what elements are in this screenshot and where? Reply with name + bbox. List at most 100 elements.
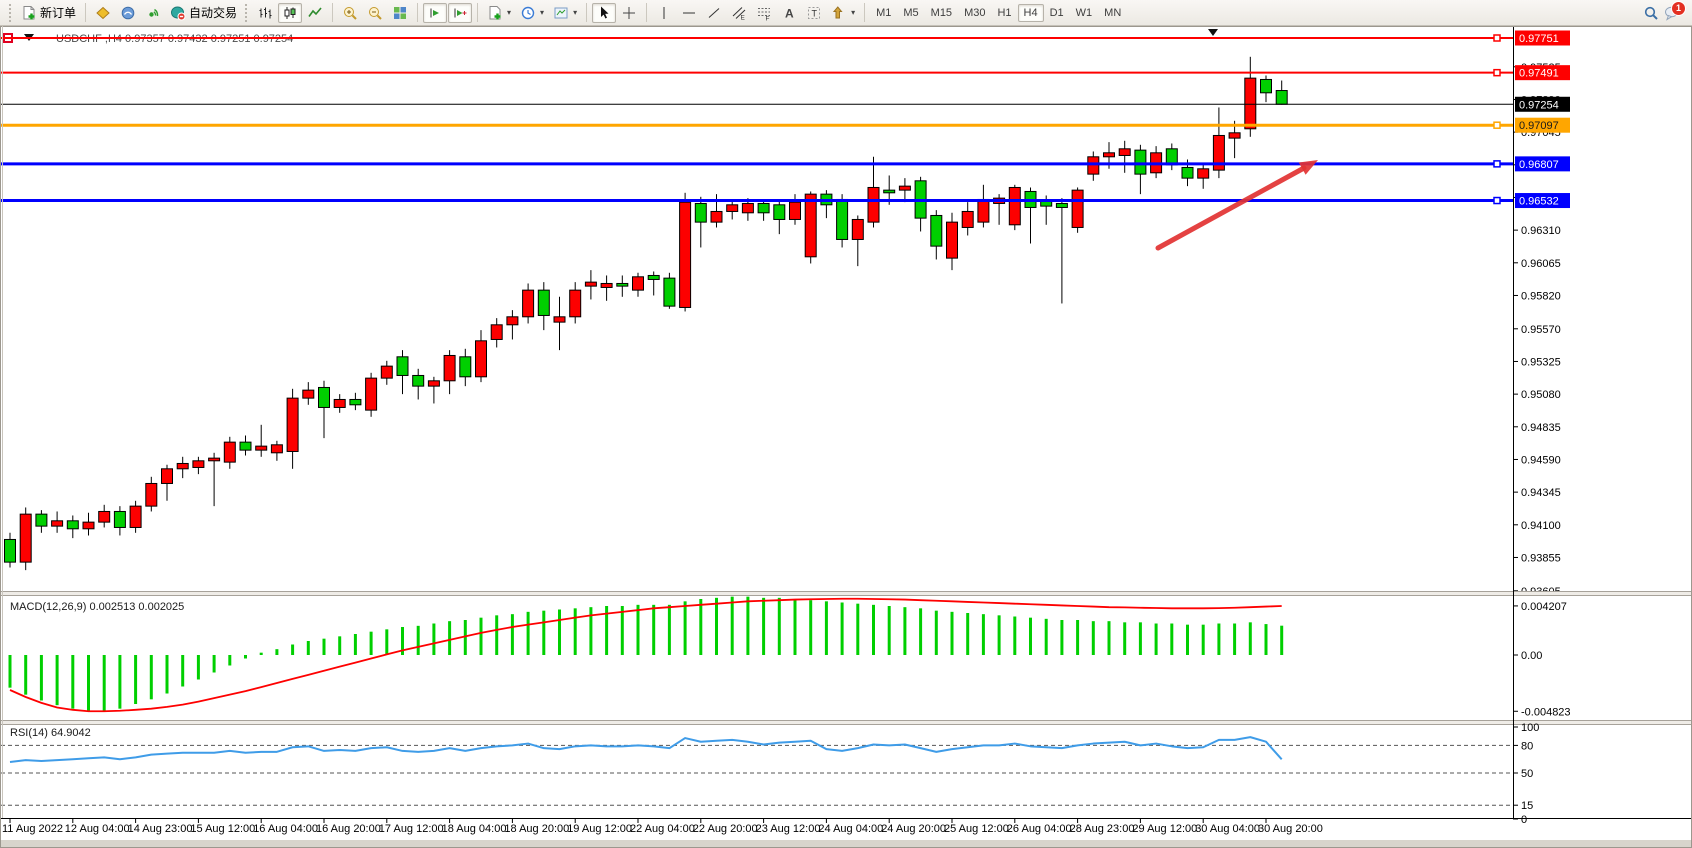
fibonacci-button[interactable]: F	[752, 3, 776, 23]
chart-bars-button[interactable]	[253, 3, 277, 23]
macd-scale-label: 0.004207	[1521, 601, 1567, 613]
channel-button[interactable]: E	[727, 3, 751, 23]
candle-body	[522, 289, 535, 318]
svg-text:E: E	[741, 14, 746, 21]
toolbar-grip[interactable]	[245, 3, 249, 22]
templates-button[interactable]: ▾	[549, 3, 581, 23]
zoom-out-button[interactable]	[363, 3, 387, 23]
new-order-label: 新订单	[40, 6, 77, 20]
text-label-button[interactable]: T	[802, 3, 826, 23]
market-button[interactable]	[116, 3, 140, 23]
candle-body	[726, 204, 739, 212]
candle-body	[302, 389, 315, 399]
price-tick-label: 0.94100	[1521, 520, 1561, 532]
metaquotes-button[interactable]	[91, 3, 115, 23]
separator	[646, 3, 648, 22]
price-badge	[1515, 30, 1570, 46]
candle-body	[1212, 134, 1225, 171]
timeframe-m5[interactable]: M5	[897, 4, 924, 22]
periods-button[interactable]: ▾	[516, 3, 548, 23]
candle-body	[161, 468, 173, 484]
candle-body	[19, 513, 32, 563]
trend-arrowhead[interactable]	[1298, 160, 1318, 175]
candle-body	[789, 201, 801, 220]
candle-body	[584, 281, 597, 287]
candle-body	[459, 356, 472, 378]
candle-body	[318, 386, 330, 408]
timeframe-h4[interactable]: H4	[1017, 3, 1044, 22]
tile-windows-button[interactable]	[388, 3, 412, 23]
timeframe-m1[interactable]: M1	[870, 4, 897, 22]
crosshair-icon	[623, 6, 636, 19]
candle-body	[396, 356, 409, 376]
time-tick-label: 17 Aug 12:00	[379, 823, 444, 835]
timeframe-mn[interactable]: MN	[1098, 4, 1127, 22]
time-tick-label: 24 Aug 04:00	[818, 823, 883, 835]
candle-body	[898, 185, 911, 191]
toolbar-grip[interactable]	[9, 3, 13, 22]
pane-splitter[interactable]	[0, 591, 1692, 596]
line-handle	[1493, 121, 1501, 129]
horizontal-line-button[interactable]	[677, 3, 701, 23]
separator	[332, 3, 334, 22]
notifications-button[interactable]: 1	[1664, 0, 1686, 21]
candle-body	[757, 202, 770, 214]
candle-body	[1103, 152, 1115, 158]
time-tick-label: 24 Aug 20:00	[881, 823, 946, 835]
vertical-line-button[interactable]	[652, 3, 676, 23]
cursor-button[interactable]	[592, 2, 617, 23]
candle-body	[270, 444, 283, 454]
time-tick-label: 16 Aug 04:00	[253, 823, 318, 835]
separator	[864, 3, 866, 22]
candle-body	[380, 365, 393, 379]
new-order-button[interactable]: 新订单	[17, 2, 80, 23]
candle-body	[1134, 149, 1147, 175]
candle-body	[883, 189, 896, 194]
candle-body	[82, 521, 95, 530]
candle-body	[710, 210, 723, 223]
trendline-button[interactable]	[702, 3, 726, 23]
crosshair-button[interactable]	[617, 3, 641, 23]
rsi-scale-label: 0	[1521, 814, 1527, 826]
candle-body	[1197, 168, 1210, 179]
price-tick-label: 0.96065	[1521, 258, 1561, 270]
zoom-in-button[interactable]	[338, 3, 362, 23]
indicators-button[interactable]: ▾	[483, 3, 515, 23]
candle-body	[490, 324, 503, 340]
price-badge-label: 0.96532	[1519, 196, 1559, 208]
search-button[interactable]	[1639, 3, 1663, 23]
chart-line-button[interactable]	[303, 3, 327, 23]
candle-body	[741, 202, 754, 214]
chart-candles-button[interactable]	[278, 2, 303, 23]
timeframe-m15[interactable]: M15	[925, 4, 958, 22]
chart-shift-marker-icon	[1208, 29, 1218, 36]
candle-body	[286, 397, 299, 452]
svg-text:A: A	[785, 6, 794, 20]
pane-splitter[interactable]	[0, 720, 1692, 725]
trendline-icon	[708, 7, 720, 18]
timeframe-h1[interactable]: H1	[991, 4, 1017, 22]
timeframe-m30[interactable]: M30	[958, 4, 991, 22]
arrows-tool-button[interactable]: ▾	[827, 3, 859, 23]
timeframe-d1[interactable]: D1	[1044, 4, 1070, 22]
chart-canvas[interactable]: USDCHF ,H4 0.97357 0.97432 0.97251 0.972…	[0, 26, 1692, 848]
signals-button[interactable]	[141, 3, 165, 23]
trend-arrow[interactable]	[1155, 165, 1307, 251]
candle-body	[66, 520, 79, 530]
timeframe-w1[interactable]: W1	[1070, 4, 1099, 22]
dropdown-caret-icon: ▾	[573, 8, 578, 17]
candle-body	[145, 482, 158, 507]
chart-shift-icon	[454, 8, 467, 17]
candle-body	[600, 282, 613, 288]
auto-trading-button[interactable]: 自动交易	[166, 2, 241, 23]
candle-body	[946, 221, 958, 259]
candle-body	[412, 374, 425, 387]
notification-badge: 1	[1671, 0, 1686, 16]
chart-shift-button[interactable]	[448, 2, 473, 23]
candle-body	[333, 398, 346, 408]
auto-scroll-button[interactable]	[423, 2, 448, 23]
candle-body	[1275, 90, 1288, 105]
text-tool-button[interactable]: A	[777, 3, 801, 23]
auto-trading-icon	[171, 6, 186, 20]
